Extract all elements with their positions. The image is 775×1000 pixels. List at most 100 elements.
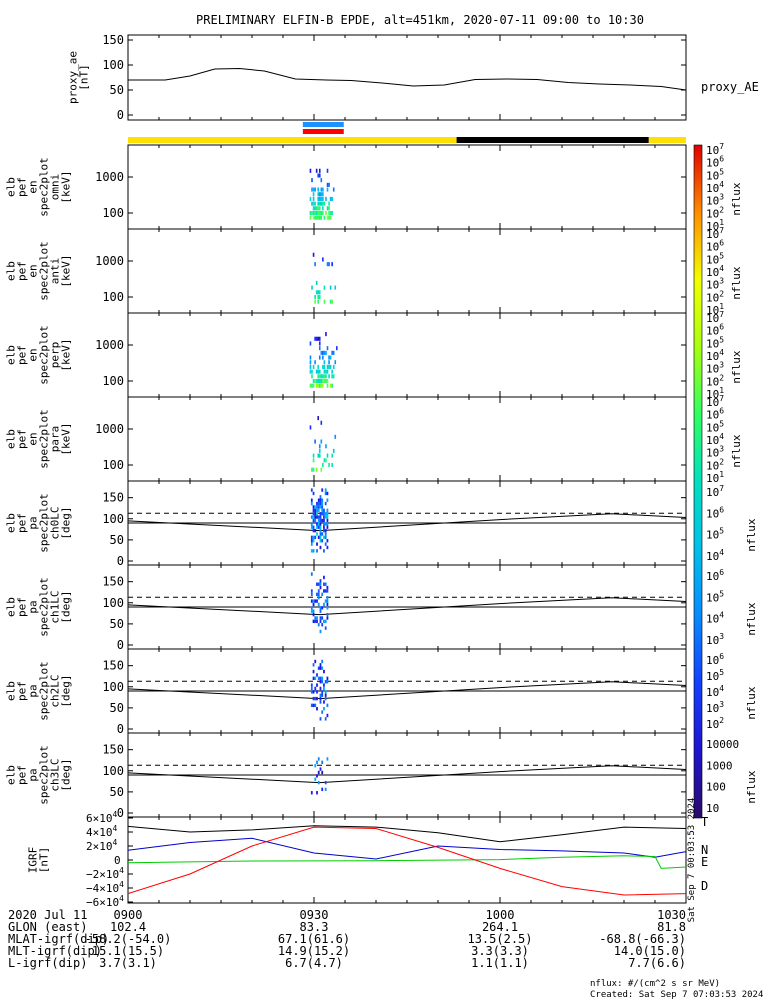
spectrogram-cell (315, 290, 318, 295)
ylabel-line: pa (27, 768, 40, 781)
spectrogram-cell (312, 453, 315, 458)
pa-cell (326, 539, 329, 543)
pa-cell (319, 700, 322, 704)
pa-cell (319, 495, 322, 499)
spectrogram-cell (331, 462, 333, 468)
spectrogram-cell (317, 196, 320, 201)
igrf-tick-label: 6×104 (86, 810, 118, 825)
pa-cell (326, 596, 329, 600)
colorbar-tick-label: 102 (706, 205, 724, 220)
spectrogram-cell (314, 299, 316, 304)
pa-cell (321, 518, 324, 523)
pa-cell (310, 683, 313, 687)
pa-cell (319, 676, 322, 681)
ylabel-line: pef (16, 345, 29, 365)
pa-cell (323, 522, 325, 526)
pitch-angle-tick-label: 0 (117, 722, 124, 736)
pa-cell (316, 515, 318, 519)
x-axis-time-label: 0900 (114, 908, 143, 922)
ephemeris-value: 67.1(61.6) (278, 932, 350, 946)
spectrogram-cell (331, 210, 333, 216)
ylabel-line: elb (5, 345, 18, 365)
spectrogram-cell (322, 355, 324, 360)
colorbar-tick-label: 1000 (706, 759, 733, 772)
spectrogram-cell (325, 444, 327, 449)
ephemeris-value: 3.3(3.3) (471, 944, 529, 958)
spectrogram-cell (320, 383, 323, 388)
pa-cell (316, 690, 318, 694)
pa-cell (326, 585, 329, 590)
energy-tick-label: 1000 (95, 422, 124, 436)
ephemeris-value: 102.4 (110, 920, 146, 934)
pa-cell (312, 676, 315, 681)
pitch-angle-tick-label: 100 (102, 680, 124, 694)
pa-cell (314, 508, 317, 513)
igrf-tick-label: 0 (114, 854, 121, 867)
spectrogram-cell (320, 467, 323, 472)
igrf-tick-label: −6×104 (86, 894, 124, 909)
spectrogram-cell (322, 364, 324, 369)
colorbars: 107106105104103102101nflux10710610510410… (693, 142, 758, 819)
pa-cell (319, 518, 322, 523)
pa-cell (310, 542, 313, 546)
spectrogram-cell (323, 360, 326, 365)
pitch-angle-tick-label: 100 (102, 512, 124, 526)
colorbar-tick-label: 107 (706, 394, 724, 409)
ylabel-line: en (27, 180, 40, 193)
colorbar-tick-label: 104 (706, 264, 724, 279)
spectrogram-cell (314, 201, 316, 206)
spectrogram-cell (309, 425, 312, 430)
spectrogram-cell (317, 378, 320, 384)
ephemeris-value: 7.7(6.6) (628, 956, 686, 970)
panel-data (127, 67, 687, 896)
pa-cell (323, 549, 325, 553)
colorbar-tick-label: 102 (706, 716, 724, 731)
pa-cell (314, 619, 317, 624)
spectrogram-cell (318, 192, 321, 197)
pa-cell (314, 518, 317, 523)
x-axis-time-label: 1030 (657, 908, 686, 922)
pa-cell (312, 599, 315, 603)
spectrogram-cell (314, 336, 316, 341)
pa-cell (314, 515, 317, 519)
spectrogram-cell (318, 355, 321, 360)
pa-cell (326, 757, 329, 761)
pa-cell (324, 535, 327, 540)
pa-cell (323, 686, 325, 691)
colorbar-tick-label: 107 (706, 310, 724, 325)
pa-cell (316, 619, 318, 624)
pa-cell (324, 780, 327, 785)
spectrogram-cell (329, 383, 332, 388)
pa-cell (326, 599, 329, 603)
spectrogram-cell (317, 173, 320, 178)
spectrogram-cell (331, 299, 333, 304)
spectrogram-cell (320, 350, 323, 355)
colorbar-tick-label: 104 (706, 432, 724, 447)
pa-cell (312, 535, 315, 540)
spectrogram-cell (322, 350, 324, 355)
colorbar-tick-label: 102 (706, 289, 724, 304)
ylabel-line: pef (16, 429, 29, 449)
pa-cell (321, 592, 324, 597)
spectrogram-cell (315, 369, 318, 374)
pa-cell (324, 599, 327, 603)
pa-cell (310, 515, 313, 519)
pa-cell (319, 525, 322, 529)
spectrogram-cell (326, 378, 329, 384)
pa-cell (316, 542, 318, 546)
pa-cell (319, 666, 322, 670)
pa-cell (321, 623, 324, 627)
pa-cell (324, 488, 327, 492)
ylabel-line: ch1LC (49, 590, 62, 623)
ylabel-line: pef (16, 597, 29, 617)
pa-cell (321, 680, 324, 684)
ylabel-line: pef (16, 513, 29, 533)
spectrogram-cell (317, 206, 320, 211)
spectrogram-cell (334, 434, 337, 439)
pa-cell (314, 528, 317, 533)
pa-cell (319, 629, 322, 634)
pa-cell (324, 693, 327, 697)
pa-cell (312, 525, 315, 529)
pa-cell (326, 703, 329, 708)
pa-cell (321, 501, 324, 506)
